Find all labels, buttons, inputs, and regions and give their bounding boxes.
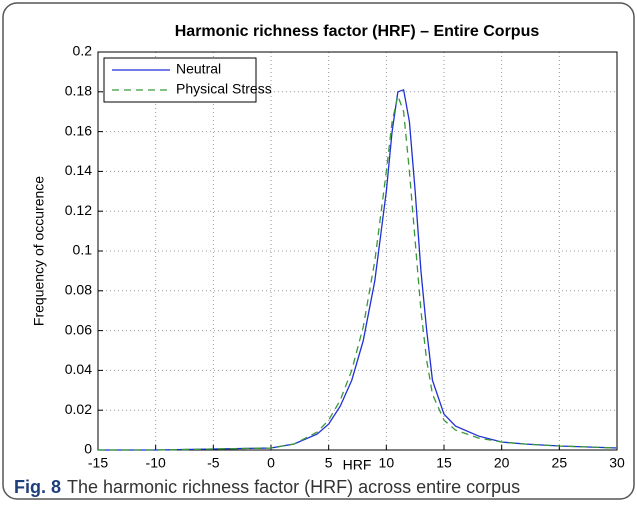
x-tick-label: 30 — [609, 455, 625, 471]
x-tick-label: 20 — [494, 455, 510, 471]
x-tick-label: 5 — [325, 455, 333, 471]
series-line — [98, 93, 618, 451]
x-tick-label: 15 — [436, 455, 452, 471]
legend-label: Neutral — [176, 61, 221, 77]
caption-text: The harmonic richness factor (HRF) acros… — [67, 477, 520, 497]
y-tick-label: 0.06 — [65, 321, 92, 337]
y-tick-label: 0.12 — [65, 202, 92, 218]
y-tick-label: 0.08 — [65, 282, 92, 298]
y-tick-label: 0.16 — [65, 122, 92, 138]
plot-area — [97, 51, 618, 451]
chart-title: Harmonic richness factor (HRF) – Entire … — [175, 23, 540, 40]
x-tick-label: -15 — [88, 455, 108, 471]
legend-box — [103, 57, 257, 103]
x-axis-label: HRF — [343, 457, 372, 473]
y-tick-label: 0.18 — [65, 83, 92, 99]
y-tick-label: 0.1 — [73, 242, 93, 258]
x-tick-label: 25 — [552, 455, 568, 471]
x-tick-label: -10 — [146, 455, 166, 471]
y-tick-label: 0.2 — [73, 43, 93, 59]
y-tick-label: 0 — [84, 441, 92, 457]
x-tick-label: -5 — [207, 455, 220, 471]
y-axis-label: Frequency of occurence — [31, 176, 47, 326]
caption-label: Fig. 8 — [14, 477, 61, 497]
x-tick-label: 10 — [379, 455, 395, 471]
caption: Fig. 8 The harmonic richness factor (HRF)… — [14, 477, 520, 497]
y-tick-label: 0.02 — [65, 401, 92, 417]
y-tick-label: 0.04 — [65, 361, 92, 377]
y-tick-label: 0.14 — [65, 162, 92, 178]
legend-label: Physical Stress — [176, 81, 272, 97]
x-tick-label: 0 — [267, 455, 275, 471]
